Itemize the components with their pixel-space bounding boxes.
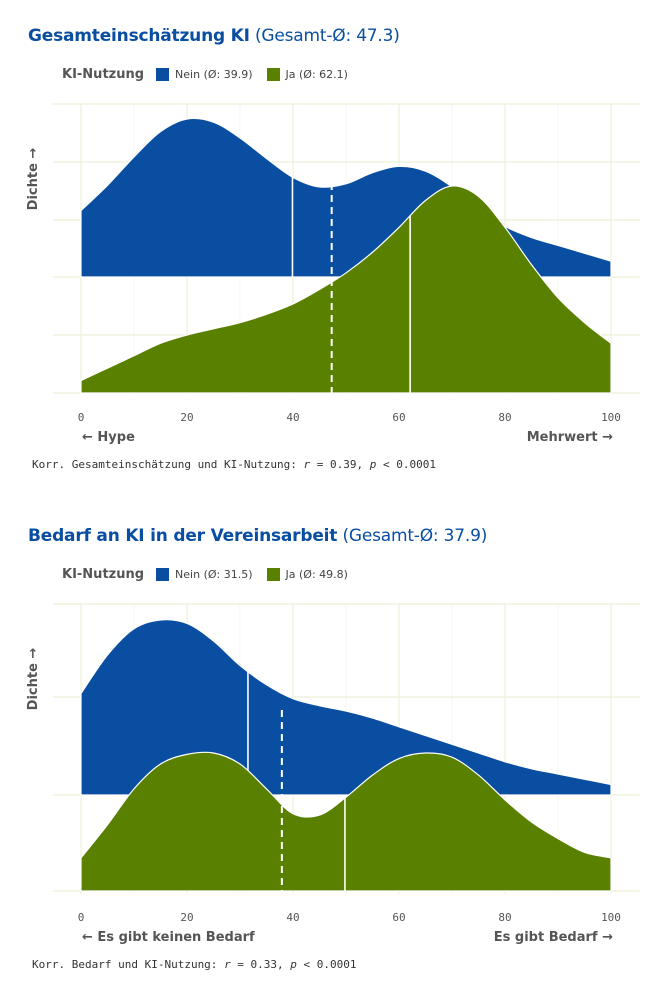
legend-entry-ja: Ja (Ø: 49.8) <box>266 567 348 581</box>
x-tick-label: 80 <box>498 911 511 924</box>
note-r-value: = 0.39, <box>310 458 370 471</box>
legend-title: KI-Nutzung <box>62 66 145 82</box>
legend-label-nein: Nein (Ø: 31.5) <box>175 567 253 581</box>
x-tick-label: 40 <box>286 411 299 424</box>
chart-panel-bedarf: Dichte → 0 20 40 60 80 100 Bedarf an KI in der… <box>0 500 667 1000</box>
x-tick-label: 0 <box>78 411 85 424</box>
density-area-ja <box>80 185 612 394</box>
legend-label-ja: Ja (Ø: 62.1) <box>285 67 348 81</box>
x-axis-label-right: Mehrwert → <box>526 430 613 445</box>
x-tick-label: 60 <box>392 911 405 924</box>
x-tick-label: 100 <box>601 911 621 924</box>
legend-label-nein: Nein (Ø: 39.9) <box>175 67 253 81</box>
note-p-value: < 0.0001 <box>296 958 357 971</box>
legend-label-ja: Ja (Ø: 49.8) <box>285 567 348 581</box>
y-axis-label: Dichte → <box>26 148 41 211</box>
x-tick-label: 80 <box>498 411 511 424</box>
legend-key-ja <box>266 567 280 581</box>
chart-title-main: Gesamteinschätzung KI <box>28 26 250 46</box>
density-plot: Dichte → 0 20 40 60 80 100 <box>26 103 640 424</box>
legend-entry-nein: Nein (Ø: 31.5) <box>156 567 253 581</box>
correlation-note: Korr. Bedarf und KI-Nutzung: r = 0.33, p… <box>32 958 357 971</box>
density-plot: Dichte → 0 20 40 60 80 100 <box>26 603 640 924</box>
x-tick-label: 40 <box>286 911 299 924</box>
legend-key-nein <box>156 567 170 581</box>
legend-entry-nein: Nein (Ø: 39.9) <box>156 67 253 81</box>
x-tick-label: 20 <box>180 411 193 424</box>
legend-key-nein <box>156 67 170 81</box>
density-area-nein <box>80 619 612 796</box>
chart-title-mean: (Gesamt-Ø: 47.3) <box>254 26 400 46</box>
note-p-label: p <box>290 958 297 971</box>
x-tick-label: 60 <box>392 411 405 424</box>
x-axis-label-left: ← Es gibt keinen Bedarf <box>82 930 255 945</box>
x-tick-label: 0 <box>78 911 85 924</box>
note-prefix: Korr. Gesamteinschätzung und KI-Nutzung: <box>32 458 304 471</box>
note-r-value: = 0.33, <box>230 958 291 971</box>
chart-title-mean: (Gesamt-Ø: 37.9) <box>342 526 488 546</box>
x-tick-label: 100 <box>601 411 621 424</box>
chart-title: Gesamteinschätzung KI (Gesamt-Ø: 47.3) <box>28 26 400 46</box>
note-p-value: < 0.0001 <box>376 458 436 471</box>
x-tick-label: 20 <box>180 911 193 924</box>
note-r-label: r <box>303 458 311 471</box>
legend-title: KI-Nutzung <box>62 566 145 582</box>
legend-key-ja <box>266 67 280 81</box>
x-axis-label-left: ← Hype <box>82 430 135 445</box>
chart-title-main: Bedarf an KI in der Vereinsarbeit <box>28 526 338 546</box>
legend-entry-ja: Ja (Ø: 62.1) <box>266 67 348 81</box>
x-axis-label-right: Es gibt Bedarf → <box>493 930 613 945</box>
note-r-label: r <box>224 958 231 971</box>
y-axis-label: Dichte → <box>26 648 41 711</box>
note-p-label: p <box>369 458 377 471</box>
chart-title: Bedarf an KI in der Vereinsarbeit (Gesam… <box>28 526 487 546</box>
legend: KI-Nutzung Nein (Ø: 31.5) Ja (Ø: 49.8) <box>62 564 362 584</box>
density-area-ja <box>80 751 612 892</box>
chart-panel-gesamteinschaetzung: Dichte → 0 20 40 60 80 100 Gesamteinschätzung … <box>26 26 640 471</box>
correlation-note: Korr. Gesamteinschätzung und KI-Nutzung:… <box>32 458 436 471</box>
legend: KI-Nutzung Nein (Ø: 39.9) Ja (Ø: 62.1) <box>62 64 362 84</box>
note-prefix: Korr. Bedarf und KI-Nutzung: <box>32 958 225 971</box>
